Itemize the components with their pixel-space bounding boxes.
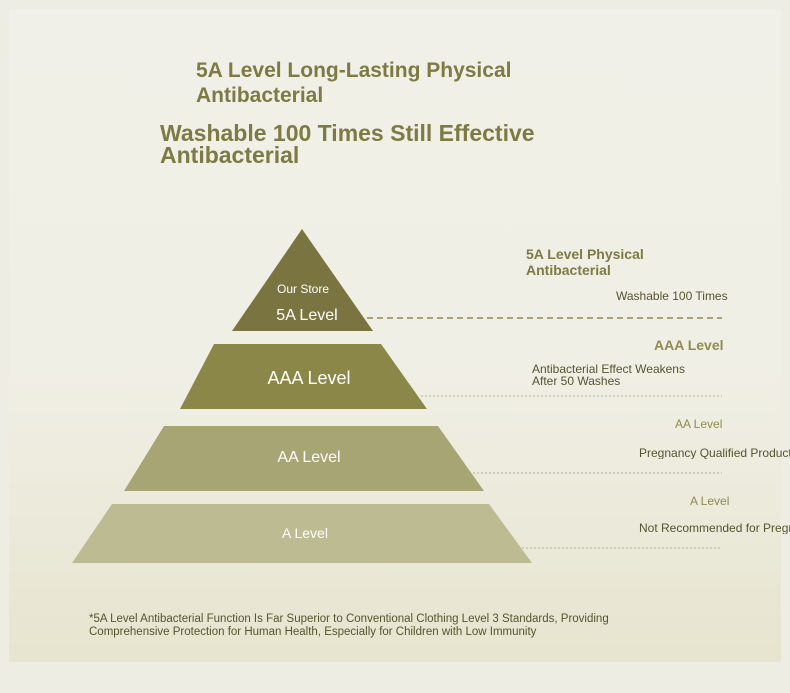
side-aa-note: Pregnancy Qualified Product xyxy=(639,447,790,459)
side-aaa-heading: AAA Level xyxy=(654,337,724,353)
side-5a-heading: 5A Level Physical Antibacterial xyxy=(526,246,644,278)
tier-aa-label: AA Level xyxy=(277,449,341,466)
side-aa-heading: AA Level xyxy=(675,417,723,431)
side-a-note: Not Recommended for Pregnancy xyxy=(639,522,790,534)
headline: 5A Level Long-Lasting Physical Antibacte… xyxy=(196,59,512,107)
pyramid-tier-aaa xyxy=(180,344,427,409)
pyramid-tier-aa xyxy=(124,426,484,491)
tier-5a-tag: Our Store xyxy=(276,282,330,296)
tier-5a-label: 5A Level xyxy=(276,307,338,324)
pyramid-tier-a xyxy=(72,504,532,563)
tier-a-label: A Level xyxy=(282,525,328,541)
subheadline: Washable 100 Times Still Effective Antib… xyxy=(160,120,535,168)
side-aaa-note: Antibacterial Effect Weakens After 50 Wa… xyxy=(532,362,685,388)
side-5a-note: Washable 100 Times xyxy=(616,289,728,303)
tier-aaa-label: AAA Level xyxy=(267,368,351,388)
pyramid-tier-5a xyxy=(232,229,373,331)
side-a-heading: A Level xyxy=(690,494,730,508)
footnote: *5A Level Antibacterial Function Is Far … xyxy=(89,613,609,638)
